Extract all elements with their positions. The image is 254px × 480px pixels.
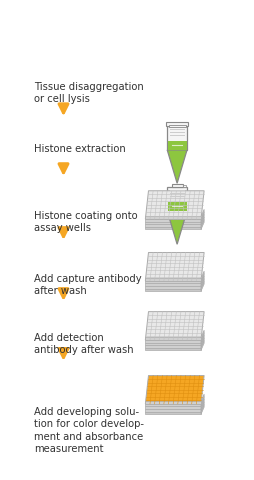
Polygon shape: [145, 337, 200, 340]
Polygon shape: [145, 348, 200, 350]
Polygon shape: [200, 217, 203, 227]
Polygon shape: [145, 219, 200, 222]
Polygon shape: [167, 150, 186, 183]
Polygon shape: [145, 283, 200, 286]
Polygon shape: [145, 222, 200, 224]
Polygon shape: [200, 405, 203, 414]
Bar: [182, 185, 185, 187]
Polygon shape: [200, 276, 203, 286]
Polygon shape: [145, 224, 200, 227]
Polygon shape: [167, 211, 186, 244]
Polygon shape: [145, 252, 203, 281]
Polygon shape: [200, 341, 203, 350]
Polygon shape: [200, 402, 203, 412]
Bar: [167, 141, 186, 150]
Bar: [167, 187, 186, 211]
Polygon shape: [145, 375, 203, 404]
Polygon shape: [200, 281, 203, 291]
Polygon shape: [145, 278, 200, 281]
Bar: [171, 184, 182, 187]
Polygon shape: [145, 286, 200, 288]
Polygon shape: [145, 343, 200, 345]
Text: Histone extraction: Histone extraction: [34, 144, 125, 155]
Polygon shape: [145, 191, 203, 219]
Polygon shape: [145, 412, 200, 414]
Polygon shape: [200, 330, 203, 340]
Bar: [168, 125, 185, 127]
Bar: [167, 202, 186, 211]
Polygon shape: [200, 333, 203, 343]
Polygon shape: [200, 394, 203, 404]
Polygon shape: [145, 409, 200, 412]
Polygon shape: [200, 215, 203, 224]
Text: Histone coating onto
assay wells: Histone coating onto assay wells: [34, 211, 137, 233]
Polygon shape: [145, 216, 200, 219]
Polygon shape: [145, 345, 200, 348]
Polygon shape: [145, 312, 203, 340]
Bar: [167, 126, 186, 150]
Polygon shape: [200, 212, 203, 222]
Polygon shape: [200, 271, 203, 281]
Polygon shape: [200, 399, 203, 409]
Text: Tissue disaggregation
or cell lysis: Tissue disaggregation or cell lysis: [34, 82, 143, 104]
Polygon shape: [200, 279, 203, 288]
Bar: [165, 121, 188, 126]
Polygon shape: [200, 396, 203, 407]
Text: Add detection
antibody after wash: Add detection antibody after wash: [34, 333, 133, 355]
Polygon shape: [145, 404, 200, 407]
Polygon shape: [145, 281, 200, 283]
Polygon shape: [200, 338, 203, 348]
Polygon shape: [200, 209, 203, 219]
Polygon shape: [200, 220, 203, 229]
Polygon shape: [200, 336, 203, 345]
Polygon shape: [145, 401, 200, 404]
Polygon shape: [145, 340, 200, 343]
Text: Add capture antibody
after wash: Add capture antibody after wash: [34, 274, 141, 296]
Polygon shape: [145, 288, 200, 291]
Text: Add developing solu-
tion for color develop-
ment and absorbance
measurement: Add developing solu- tion for color deve…: [34, 407, 143, 454]
Polygon shape: [200, 274, 203, 283]
Polygon shape: [145, 227, 200, 229]
Polygon shape: [145, 407, 200, 409]
